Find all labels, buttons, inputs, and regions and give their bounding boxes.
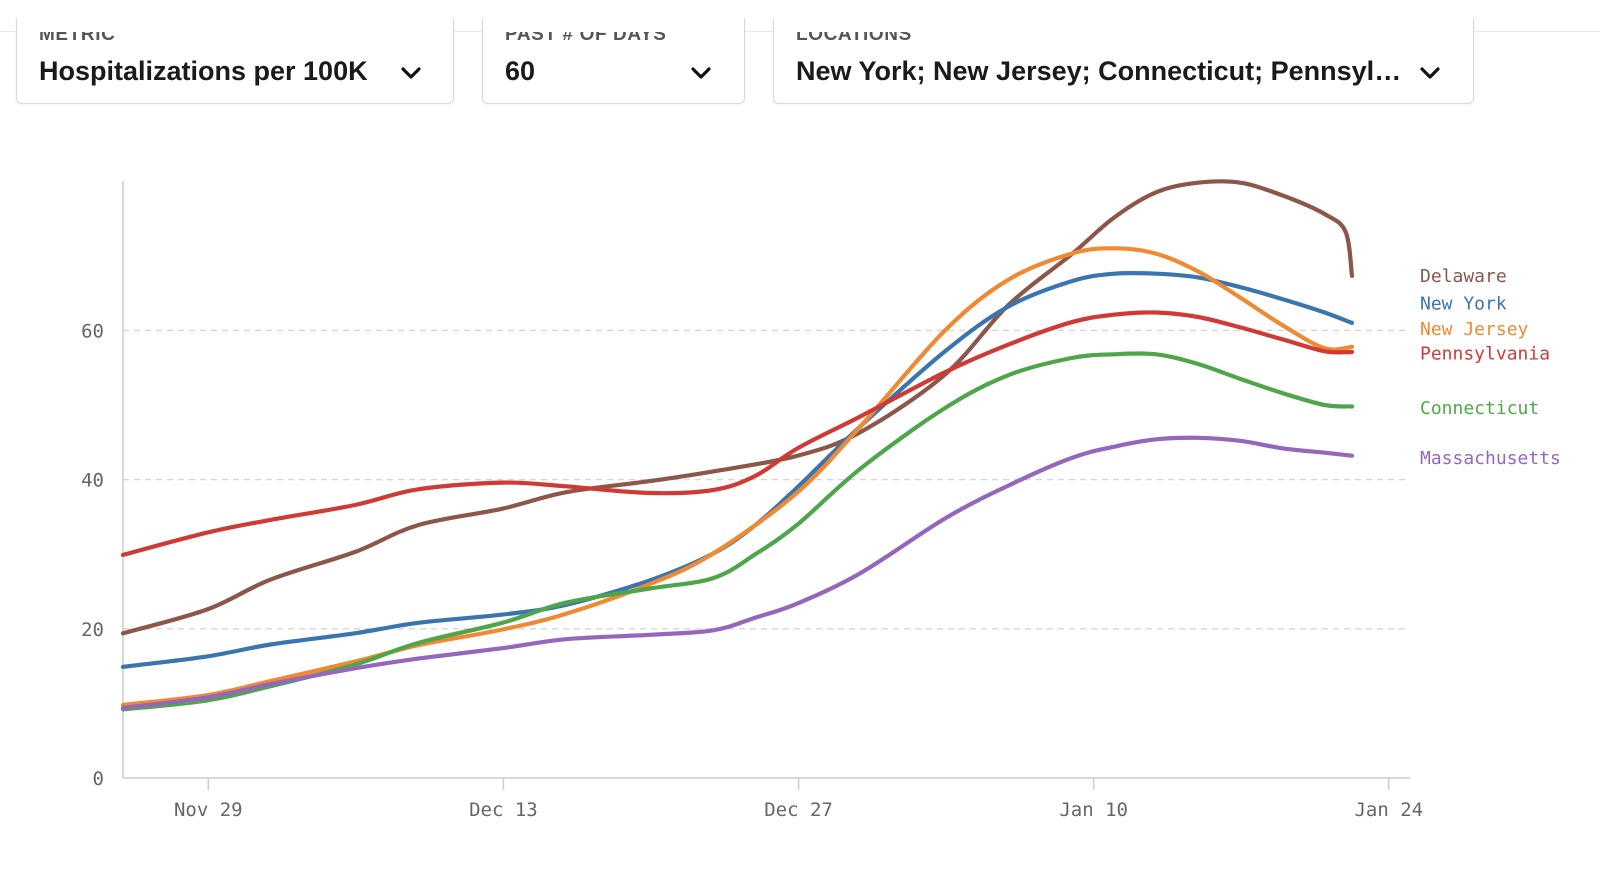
chevron-down-icon[interactable] (398, 60, 424, 86)
y-tick-label: 20 (81, 619, 104, 641)
legend-label-massachusetts: Massachusetts (1420, 448, 1561, 469)
legend-label-new-york: New York (1420, 294, 1507, 315)
series-line-connecticut (120, 351, 1355, 712)
x-tick-label: Nov 29 (174, 799, 243, 820)
x-tick-label: Jan 10 (1059, 799, 1128, 820)
series-line-new-jersey (120, 246, 1355, 707)
series-line-pennsylvania (120, 310, 1355, 557)
y-tick-label: 40 (81, 470, 104, 492)
days-select[interactable]: PAST # OF DAYS 60 (482, 18, 745, 104)
locations-label: LOCATIONS (796, 24, 912, 45)
x-tick-label: Jan 24 (1354, 799, 1423, 820)
metric-value: Hospitalizations per 100K (39, 56, 368, 86)
x-tick-label: Dec 13 (469, 799, 538, 820)
chevron-down-icon[interactable] (688, 60, 714, 86)
x-tick-label: Dec 27 (764, 799, 833, 820)
locations-value: New York; New Jersey; Connecticut; Penns… (796, 56, 1406, 86)
legend-label-delaware: Delaware (1420, 266, 1507, 287)
legend-label-pennsylvania: Pennsylvania (1420, 344, 1550, 365)
hospitalizations-line-chart: 0 20 40 60 Nov 29 Dec 13 Dec 27 Jan 10 Jan 24 De… (81, 179, 1561, 820)
days-value: 60 (505, 56, 536, 86)
legend-label-new-jersey: New Jersey (1420, 319, 1529, 340)
legend-label-connecticut: Connecticut (1420, 398, 1539, 419)
y-tick-label: 0 (93, 768, 104, 790)
y-tick-label: 60 (81, 320, 104, 342)
series-line-new-york (120, 270, 1355, 669)
metric-label: METRIC (39, 24, 116, 45)
chevron-down-icon[interactable] (1417, 60, 1443, 86)
series-line-massachusetts (120, 435, 1355, 710)
series-line-delaware (120, 179, 1355, 636)
axes: 0 20 40 60 Nov 29 Dec 13 Dec 27 Jan 10 Jan 24 (81, 181, 1423, 820)
metric-select[interactable]: METRIC Hospitalizations per 100K (16, 18, 454, 104)
days-label: PAST # OF DAYS (505, 24, 667, 45)
legend: Delaware New York New Jersey Pennsylvania Co… (1420, 266, 1561, 469)
series-lines (120, 179, 1355, 712)
gridlines (123, 329, 1408, 630)
locations-select[interactable]: LOCATIONS New York; New Jersey; Connecti… (773, 18, 1474, 104)
